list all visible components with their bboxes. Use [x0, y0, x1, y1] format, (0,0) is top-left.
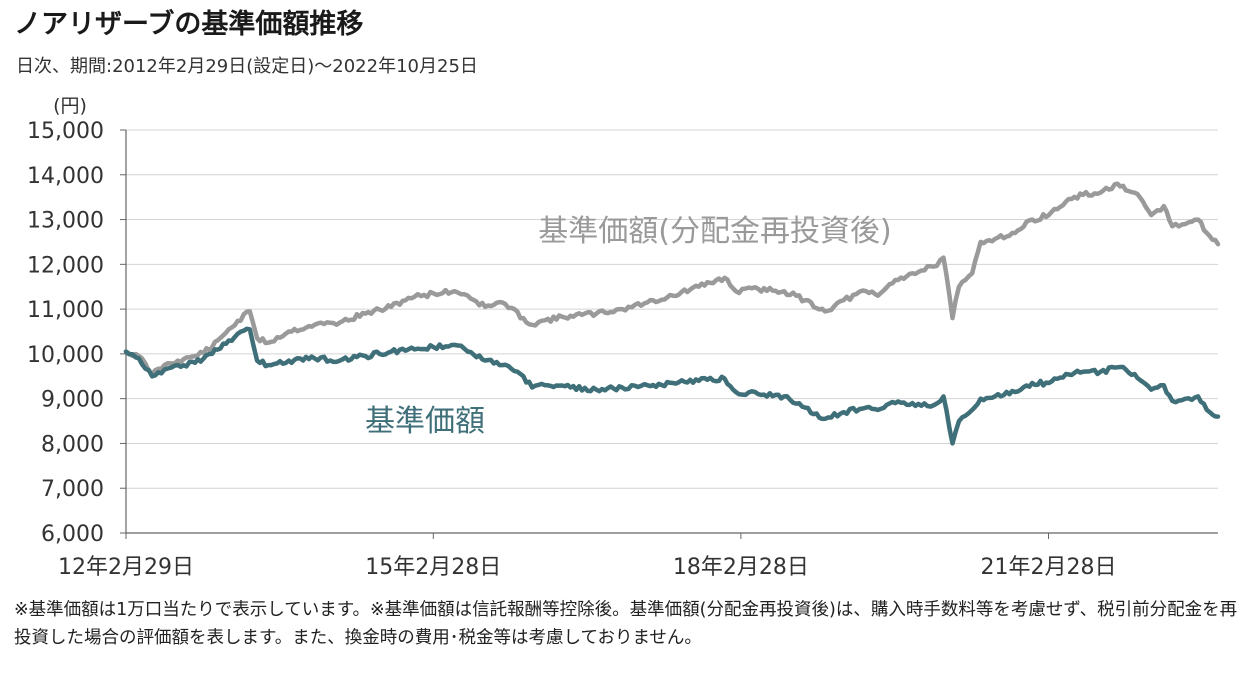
series-label-reinvested: 基準価額(分配金再投資後)	[538, 214, 891, 249]
series-label-nav: 基準価額	[365, 404, 485, 439]
chart-subtitle: 日次、期間:2012年2月29日(設定日)〜2022年10月25日	[16, 56, 478, 77]
y-tick-label: 7,000	[41, 477, 104, 502]
y-axis-unit-label: (円)	[53, 95, 87, 117]
x-tick-label: 21年2月28日	[980, 555, 1116, 580]
series-line-nav	[123, 326, 1221, 446]
x-tick-label: 18年2月28日	[673, 555, 809, 580]
y-tick-label: 10,000	[27, 343, 104, 368]
footnote: ※基準価額は1万口当たりで表示しています。※基準価額は信託報酬等控除後。基準価額…	[14, 600, 1238, 648]
chart-title: ノアリザーブの基準価額推移	[14, 9, 364, 40]
x-tick-label: 12年2月29日	[58, 555, 194, 580]
y-tick-label: 12,000	[27, 253, 104, 278]
x-tick-label: 15年2月28日	[365, 555, 501, 580]
y-tick-label: 11,000	[27, 298, 104, 323]
y-tick-label: 13,000	[27, 209, 104, 234]
series-line-reinvested	[123, 181, 1221, 377]
y-tick-label: 8,000	[41, 432, 104, 457]
y-tick-label: 6,000	[41, 522, 104, 547]
y-tick-label: 14,000	[27, 164, 104, 189]
y-tick-label: 15,000	[27, 119, 104, 144]
y-tick-label: 9,000	[41, 388, 104, 413]
